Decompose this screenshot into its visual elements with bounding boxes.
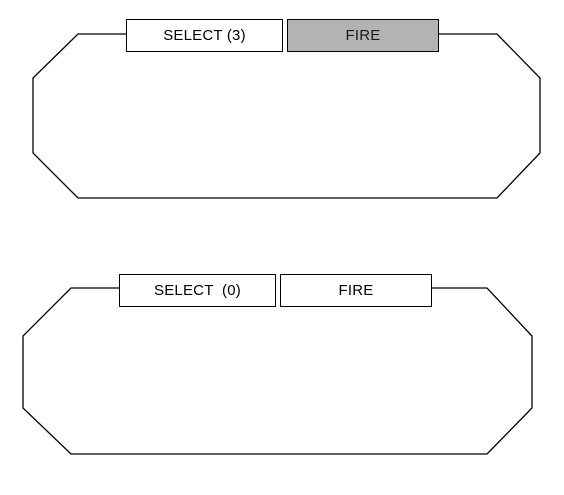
fire-button-label: FIRE [338,282,374,299]
fire-button[interactable]: FIRE [280,274,432,307]
panel-outline-top [32,33,541,199]
panel-outline-bottom [22,287,533,455]
fire-button[interactable]: FIRE [287,19,439,52]
control-panel-top: SELECT (3) FIRE [0,0,564,240]
select-button-label: SELECT (3) [163,27,246,44]
select-button[interactable]: SELECT (0) [119,274,276,307]
select-button[interactable]: SELECT (3) [126,19,283,52]
select-button-label: SELECT (0) [154,282,241,299]
control-panel-bottom: SELECT (0) FIRE [0,250,564,495]
fire-button-label: FIRE [345,27,381,44]
